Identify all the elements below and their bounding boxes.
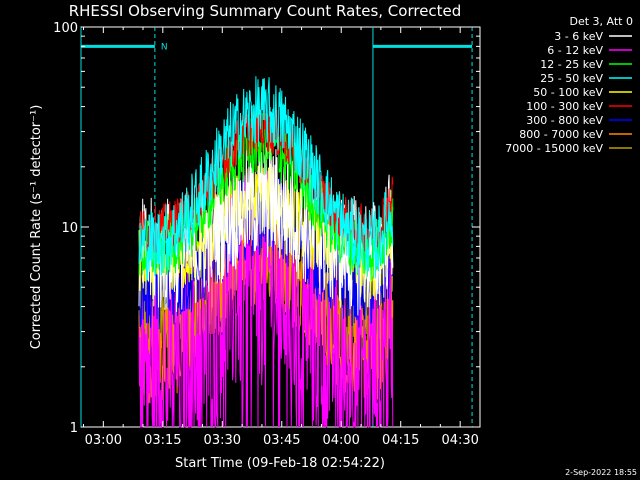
y-tick-label-0: 1 xyxy=(70,421,78,436)
legend-title: Det 3, Att 0 xyxy=(570,15,634,28)
x-tick-label-6: 04:30 xyxy=(441,433,478,448)
x-tick-label-4: 04:00 xyxy=(322,433,359,448)
x-tick-label-0: 03:00 xyxy=(85,433,122,448)
x-tick-label-5: 04:15 xyxy=(382,433,419,448)
series-layer xyxy=(138,76,394,428)
legend-label-2: 12 - 25 keV xyxy=(540,58,603,71)
legend-label-5: 100 - 300 keV xyxy=(526,100,603,113)
legend-label-8: 7000 - 15000 keV xyxy=(505,142,603,155)
legend-label-6: 300 - 800 keV xyxy=(526,114,603,127)
legend-label-0: 3 - 6 keV xyxy=(554,30,603,43)
y-tick-label-2: 100 xyxy=(53,21,78,36)
series-line-25-50-kev xyxy=(138,76,394,281)
axes: 03:00 03:15 03:30 03:45 04:00 04:15 04:30 1 10 10… xyxy=(53,21,481,448)
y-axis-label: Corrected Count Rate (s⁻¹ detector⁻¹) xyxy=(29,105,44,350)
y-tick-label-1: 10 xyxy=(61,221,78,236)
x-axis-label: Start Time (09-Feb-18 02:54:22) xyxy=(175,456,385,471)
legend-label-4: 50 - 100 keV xyxy=(533,86,603,99)
legend-label-3: 25 - 50 keV xyxy=(540,72,603,85)
chart-title: RHESSI Observing Summary Count Rates, Co… xyxy=(69,2,462,20)
x-tick-label-2: 03:30 xyxy=(204,433,241,448)
legend-label-7: 800 - 7000 keV xyxy=(519,128,603,141)
timestamp: 2-Sep-2022 18:55 xyxy=(565,468,637,477)
x-tick-label-3: 03:45 xyxy=(263,433,300,448)
legend-label-1: 6 - 12 keV xyxy=(547,44,603,57)
night-label: N xyxy=(161,42,168,52)
x-tick-label-1: 03:15 xyxy=(144,433,181,448)
